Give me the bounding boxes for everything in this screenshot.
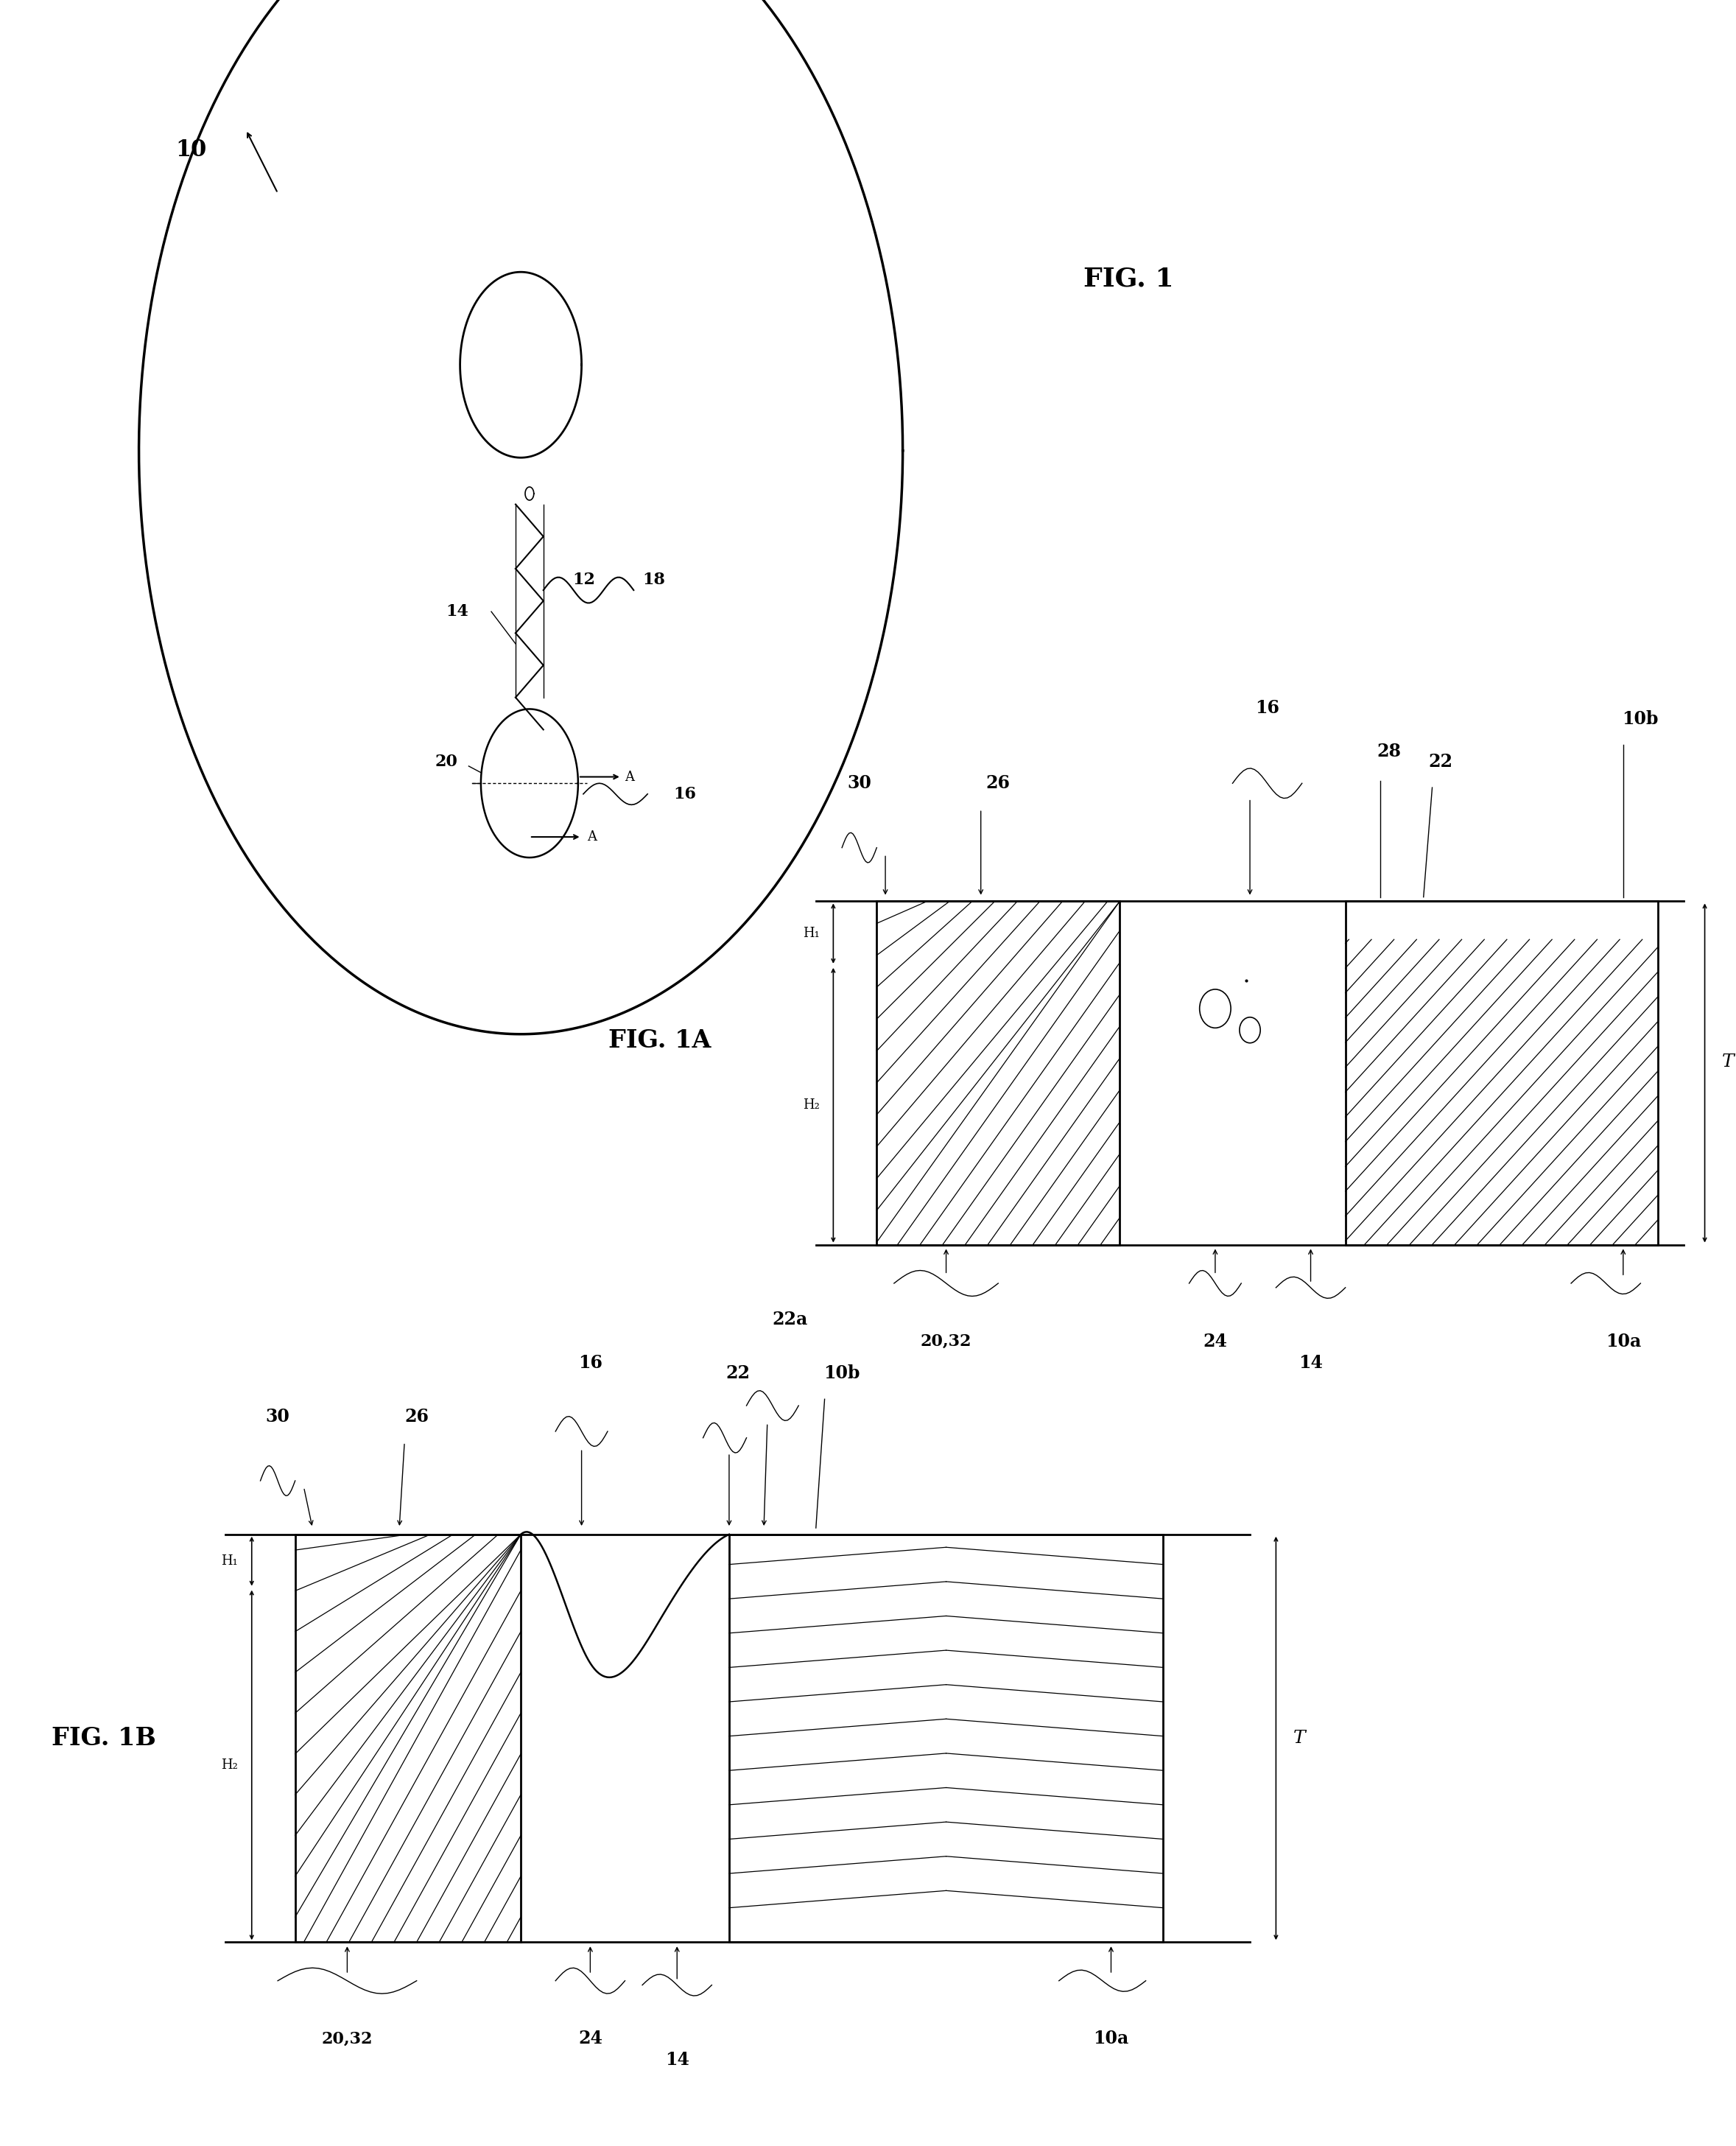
Text: 14: 14 [446,603,469,620]
Text: 10b: 10b [823,1365,861,1382]
Bar [1345,901,1658,1245]
Text: 14: 14 [665,2052,689,2069]
Text: 24: 24 [578,2030,602,2047]
Text: FIG. 1A: FIG. 1A [608,1028,712,1054]
Text: H₁: H₁ [802,927,819,940]
Text: 18: 18 [642,571,665,588]
Text: 30: 30 [847,775,871,792]
Text: 10b: 10b [1621,710,1660,727]
Text: 28: 28 [1377,743,1401,760]
Text: 30: 30 [266,1408,290,1425]
Text: T: T [1722,1054,1734,1071]
Text: 10a: 10a [1094,2030,1128,2047]
Text: 20,32: 20,32 [321,2030,373,2047]
Bar [729,1534,1163,1942]
Text: 22: 22 [1429,753,1453,770]
Text: 22: 22 [726,1365,750,1382]
Text: 16: 16 [578,1354,602,1371]
Text: A: A [625,770,635,783]
Text: 20,32: 20,32 [920,1333,972,1350]
Text: 14: 14 [1299,1354,1323,1371]
Bar [877,901,1120,1245]
Text: 20: 20 [434,753,458,770]
Text: 26: 26 [404,1408,429,1425]
Text: 16: 16 [674,785,696,803]
Text: FIG. 1: FIG. 1 [1083,266,1174,292]
Text: 12: 12 [573,571,595,588]
Text: H₂: H₂ [220,1758,238,1773]
Text: 26: 26 [986,775,1010,792]
Text: H₂: H₂ [802,1099,819,1112]
Text: FIG. 1B: FIG. 1B [52,1725,156,1751]
Text: 22a: 22a [773,1311,807,1328]
Text: 16: 16 [1255,700,1279,717]
Bar [295,1534,521,1942]
Text: 24: 24 [1203,1333,1227,1350]
Text: A: A [587,831,597,843]
Text: H₁: H₁ [220,1554,238,1569]
Text: 10: 10 [175,139,207,161]
Text: 10a: 10a [1606,1333,1641,1350]
Text: T: T [1293,1730,1305,1747]
